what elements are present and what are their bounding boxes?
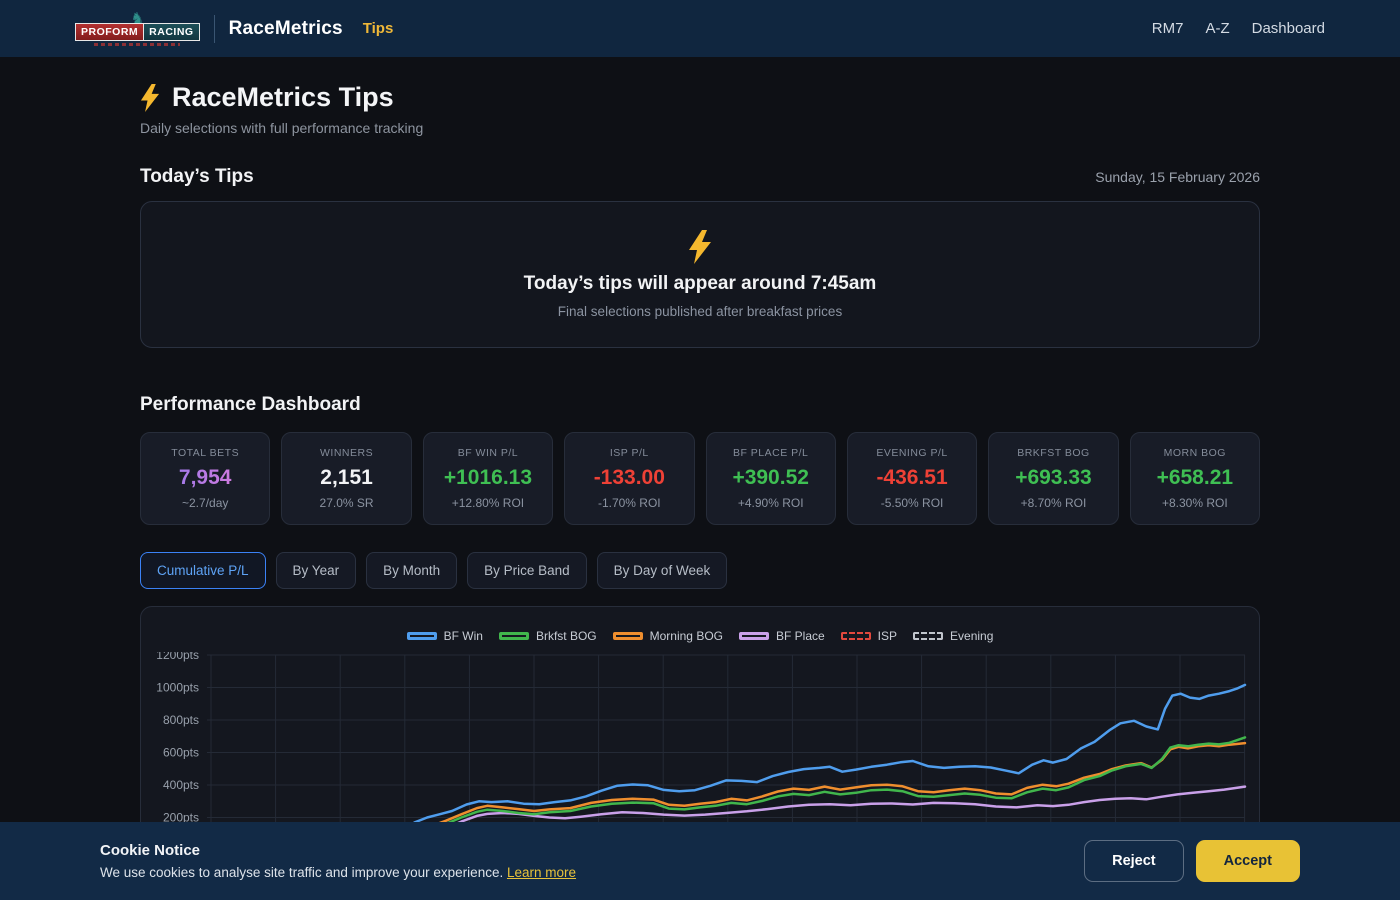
horse-icon: ♞ [130, 9, 145, 27]
legend-swatch [738, 632, 769, 640]
nav-divider [213, 14, 215, 43]
stat-sub: ~2.7/day [182, 496, 229, 510]
legend-swatch [612, 632, 643, 640]
tab-by-month[interactable]: By Month [366, 552, 458, 589]
legend-label: BF Place [775, 629, 825, 643]
learn-more-link[interactable]: Learn more [506, 865, 577, 880]
navbar: ♞ PROFORM RACING RaceMetrics Tips RM7 A-Z… [0, 0, 1400, 57]
series-line-bf-place [205, 785, 1247, 852]
legend-swatch [498, 632, 529, 640]
chart-tabs: Cumulative P/L By Year By Month By Price Ba… [140, 552, 1260, 589]
legend-item-brkfst-bog[interactable]: Brkfst BOG [498, 629, 597, 643]
stat-value: +693.33 [1015, 466, 1092, 489]
proform-racing-logo[interactable]: ♞ PROFORM RACING [75, 11, 200, 47]
stat-sub: -1.70% ROI [597, 496, 661, 510]
y-axis-tick: 200pts [163, 811, 199, 825]
current-date: Sunday, 15 February 2026 [1095, 169, 1260, 185]
nav-link-a-z[interactable]: A-Z [1205, 20, 1230, 37]
nav-link-tips[interactable]: Tips [362, 20, 394, 37]
logo-proform-text: PROFORM [75, 22, 144, 42]
y-axis-tick: 400pts [163, 778, 199, 792]
legend-label: Morning BOG [649, 629, 723, 643]
tips-card-subtitle: Final selections published after breakfa… [557, 304, 843, 319]
legend-item-isp[interactable]: ISP [840, 629, 898, 643]
y-axis-tick: 1200pts [156, 652, 199, 662]
legend-swatch [913, 632, 944, 640]
cookie-message: We use cookies to analyse site traffic a… [100, 865, 576, 880]
stat-value: +390.52 [732, 466, 809, 489]
stat-sub: +8.70% ROI [1020, 496, 1087, 510]
stat-label: BF WIN P/L [457, 447, 519, 459]
y-axis-tick: 600pts [163, 746, 199, 760]
legend-swatch [406, 632, 437, 640]
legend-item-evening[interactable]: Evening [913, 629, 993, 643]
legend-label: Brkfst BOG [535, 629, 597, 643]
brand-title[interactable]: RaceMetrics [228, 17, 343, 39]
stat-card-isp-p-l: ISP P/L -133.00 -1.70% ROI [564, 432, 695, 525]
stat-card-total-bets: TOTAL BETS 7,954 ~2.7/day [140, 432, 271, 525]
stat-value: 7,954 [145, 466, 265, 490]
cookie-message-text: We use cookies to analyse site traffic a… [100, 865, 504, 880]
tab-by-year[interactable]: By Year [275, 552, 357, 589]
stat-label: MORN BOG [1163, 447, 1226, 459]
stat-value: -133.00 [593, 466, 665, 489]
legend-item-bf-win[interactable]: BF Win [406, 629, 483, 643]
series-line-bf-win [205, 683, 1247, 852]
stat-card-morn-bog: MORN BOG +658.21 +8.30% ROI [1129, 432, 1260, 525]
stat-label: TOTAL BETS [171, 447, 240, 459]
accept-button[interactable]: Accept [1195, 840, 1300, 882]
stat-value: +658.21 [1156, 466, 1234, 489]
chart-legend: BF Win Brkfst BOG Morning BOG BF Place ISP Ev… [141, 627, 1259, 645]
lightning-bolt-icon [689, 230, 711, 264]
stat-value: -436.51 [876, 466, 948, 489]
logo-tagline [94, 43, 181, 47]
reject-button[interactable]: Reject [1084, 840, 1184, 882]
stat-sub: +12.80% ROI [451, 496, 525, 510]
stat-value: +1016.13 [443, 466, 533, 489]
stat-value: 2,151 [320, 466, 373, 489]
series-line-brkfst-bog [205, 736, 1247, 852]
nav-links: RM7 A-Z Dashboard [1152, 20, 1325, 37]
nav-link-dashboard[interactable]: Dashboard [1251, 20, 1325, 37]
legend-item-morning-bog[interactable]: Morning BOG [612, 629, 723, 643]
logo-racing-text: RACING [143, 22, 200, 42]
tab-cumulative-p-l[interactable]: Cumulative P/L [140, 552, 266, 589]
stat-label: BRKFST BOG [1017, 447, 1090, 459]
legend-swatch [840, 632, 871, 640]
stat-card-evening-p-l: EVENING P/L -436.51 -5.50% ROI [846, 432, 978, 525]
legend-label: BF Win [443, 629, 483, 643]
stat-sub: -5.50% ROI [880, 496, 944, 510]
stat-card-bf-place-p-l: BF PLACE P/L +390.52 +4.90% ROI [705, 432, 836, 525]
page-title: RaceMetrics Tips [172, 82, 394, 112]
todays-tips-heading: Today’s Tips [140, 166, 254, 187]
tab-by-day-of-week[interactable]: By Day of Week [596, 552, 728, 589]
stat-card-winners: WINNERS 2,151 27.0% SR [281, 432, 412, 525]
lightning-bolt-icon [140, 83, 160, 112]
tips-placeholder-card: Today’s tips will appear around 7:45am F… [140, 201, 1260, 348]
stat-label: BF PLACE P/L [732, 447, 809, 459]
stat-label: ISP P/L [609, 447, 649, 459]
tab-by-price-band[interactable]: By Price Band [467, 552, 587, 589]
page-subtitle: Daily selections with full performance t… [140, 120, 424, 136]
legend-label: ISP [877, 629, 898, 643]
cookie-title: Cookie Notice [100, 842, 201, 859]
tips-card-title: Today’s tips will appear around 7:45am [523, 273, 877, 294]
stat-sub: 27.0% SR [319, 496, 374, 510]
legend-item-bf-place[interactable]: BF Place [738, 629, 825, 643]
stat-label: EVENING P/L [876, 447, 948, 459]
y-axis-tick: 800pts [163, 713, 199, 727]
stat-label: WINNERS [320, 447, 374, 459]
stat-sub: +8.30% ROI [1161, 496, 1228, 510]
nav-link-rm7[interactable]: RM7 [1151, 20, 1184, 37]
stat-card-brkfst-bog: BRKFST BOG +693.33 +8.70% ROI [988, 432, 1119, 525]
performance-dashboard-heading: Performance Dashboard [140, 394, 361, 415]
y-axis-tick: 1000pts [156, 681, 199, 695]
stat-sub: +4.90% ROI [737, 496, 804, 510]
stat-card-bf-win-p-l: BF WIN P/L +1016.13 +12.80% ROI [422, 432, 554, 525]
cookie-notice-bar: Cookie Notice We use cookies to analyse … [0, 822, 1400, 900]
legend-label: Evening [950, 629, 994, 643]
stats-grid: TOTAL BETS 7,954 ~2.7/day WINNERS 2,151 27.0%… [140, 432, 1260, 525]
